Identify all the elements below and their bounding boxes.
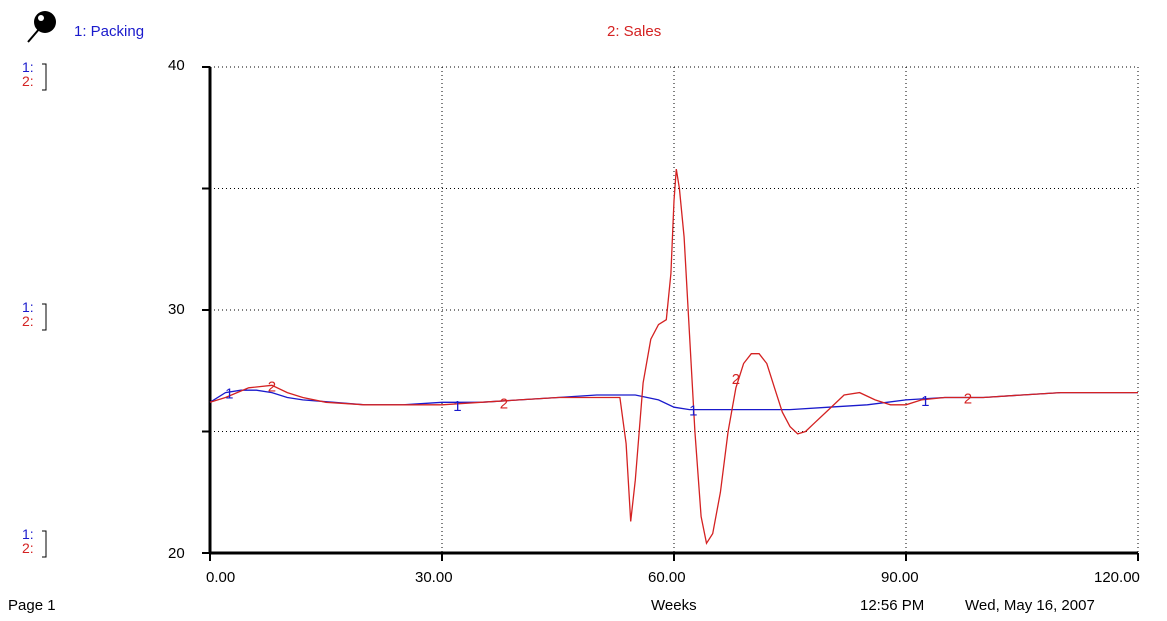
- legend-series-packing: 1: Packing: [74, 23, 145, 40]
- scale-marker-series2: 2:: [22, 540, 34, 556]
- x-axis-label: Weeks: [651, 597, 697, 614]
- series-labels-layer: 1 1 1 1 2 2 2 2: [225, 371, 972, 420]
- x-tick-label: 90.00: [881, 569, 919, 586]
- pin-icon[interactable]: [22, 8, 62, 46]
- series-marker-label-1: 1: [921, 393, 929, 410]
- series-marker-label-2: 2: [964, 390, 972, 407]
- series-marker-label-2: 2: [500, 395, 508, 412]
- scale-marker-top: 1: 2:: [22, 60, 34, 88]
- series-layer: [209, 168, 1138, 546]
- y-tick-label: 30: [168, 301, 185, 318]
- y-tick-label: 40: [168, 57, 185, 74]
- series-marker-label-2: 2: [732, 371, 740, 388]
- series-marker-label-1: 1: [225, 386, 233, 403]
- chart-axes: [202, 66, 1139, 561]
- scale-marker-bottom: 1: 2:: [22, 527, 34, 555]
- timestamp-time: 12:56 PM: [860, 597, 925, 614]
- legend-series-sales: 2: Sales: [607, 23, 662, 40]
- pin-icon-graphic: [27, 11, 56, 43]
- scale-marker-series2: 2:: [22, 313, 34, 329]
- timestamp-date: Wed, May 16, 2007: [965, 597, 1095, 614]
- x-tick-label: 0.00: [206, 569, 236, 586]
- y-tick-label: 20: [168, 545, 185, 562]
- series-marker-label-2: 2: [268, 378, 276, 395]
- page-number: Page 1: [8, 597, 56, 614]
- scale-marker-series1: 1:: [22, 299, 34, 315]
- x-tick-label: 120.00: [1094, 569, 1140, 586]
- scale-marker-series2: 2:: [22, 73, 34, 89]
- series-marker-label-1: 1: [689, 403, 697, 420]
- x-tick-label: 60.00: [648, 569, 686, 586]
- series-marker-label-1: 1: [453, 398, 461, 415]
- scale-marker-series1: 1:: [22, 526, 34, 542]
- grid-lines: [210, 66, 1139, 553]
- scale-marker-middle: 1: 2:: [22, 300, 34, 328]
- x-tick-label: 30.00: [415, 569, 453, 586]
- scale-marker-series1: 1:: [22, 59, 34, 75]
- series-line-2: [209, 168, 1138, 546]
